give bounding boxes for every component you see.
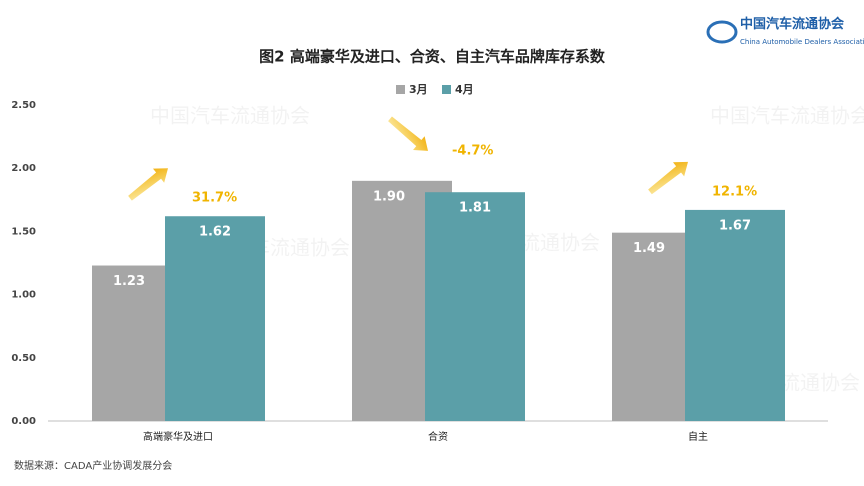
y-tick-label: 1.50 <box>11 226 36 237</box>
value-label: 1.62 <box>199 225 231 240</box>
bar <box>685 209 785 421</box>
legend-label: 4月 <box>455 83 474 96</box>
arrow-shape <box>388 116 429 151</box>
x-tick-label: 自主 <box>688 430 708 443</box>
value-label: 1.67 <box>719 218 751 233</box>
legend-swatch <box>442 85 451 94</box>
arrow <box>128 168 169 201</box>
arrow-shape <box>128 168 169 201</box>
y-tick-label: 1.00 <box>11 290 36 301</box>
value-label: 1.49 <box>633 241 665 256</box>
arrow <box>388 116 429 151</box>
value-label: 1.23 <box>113 274 145 289</box>
arrow <box>648 161 689 195</box>
y-tick-label: 2.50 <box>11 100 36 111</box>
watermark: 中国汽车流通协会 <box>150 105 310 128</box>
logo: 中国汽车流通协会 China Automobile Dealers Associ… <box>706 16 864 46</box>
value-label: 1.90 <box>373 189 405 204</box>
annotation: 12.1% <box>712 184 757 199</box>
logo-name: 中国汽车流通协会 <box>740 16 845 31</box>
logo-icon <box>706 20 738 44</box>
source-note: 数据来源：CADA产业协调发展分会 <box>14 459 172 472</box>
bar <box>425 192 525 421</box>
y-tick-label: 0.50 <box>11 353 36 364</box>
annotation: 31.7% <box>192 191 237 206</box>
y-tick-label: 0.00 <box>11 416 36 427</box>
x-tick-label: 合资 <box>428 430 448 443</box>
x-tick-label: 高端豪华及进口 <box>143 430 213 443</box>
arrow-shape <box>648 161 689 195</box>
chart-title: 图2 高端豪华及进口、合资、自主汽车品牌库存系数 <box>259 48 606 66</box>
legend-label: 3月 <box>409 83 428 96</box>
bar <box>165 216 265 421</box>
value-label: 1.81 <box>459 201 491 216</box>
logo-english: China Automobile Dealers Association <box>740 38 864 46</box>
annotation: -4.7% <box>452 143 493 158</box>
watermark: 中国汽车流通协会 <box>710 105 864 128</box>
legend-swatch <box>396 85 405 94</box>
y-tick-label: 2.00 <box>11 163 36 174</box>
